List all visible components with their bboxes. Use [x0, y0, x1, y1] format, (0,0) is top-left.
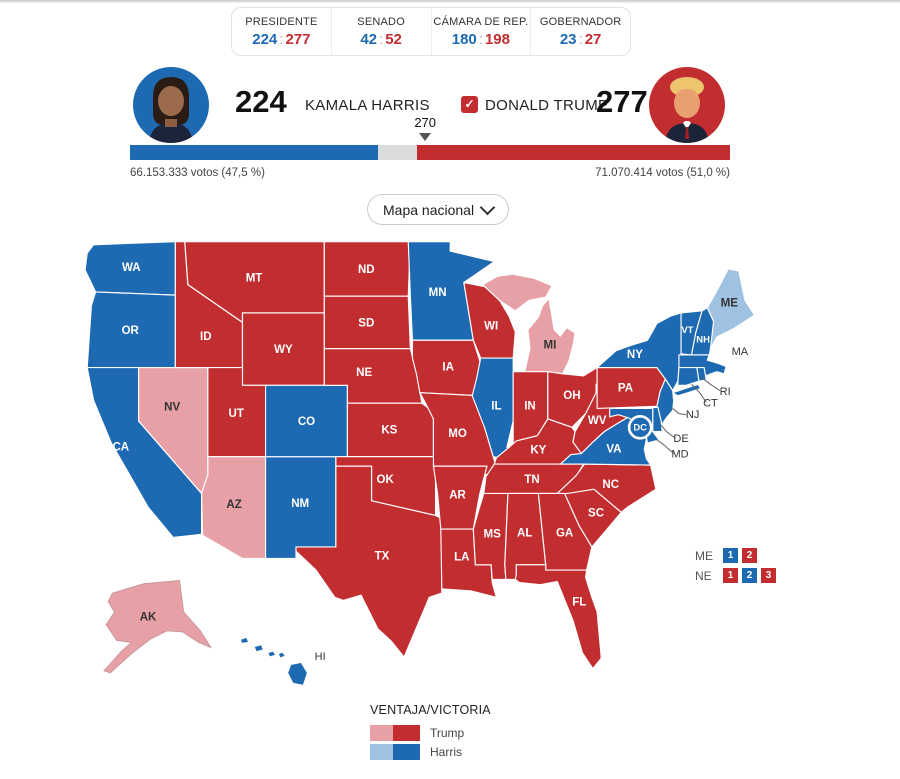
- tab-senado[interactable]: SENADO 42:52: [330, 8, 431, 55]
- harris-name: KAMALA HARRIS: [305, 97, 430, 114]
- state-me[interactable]: [706, 268, 756, 349]
- tab-c-mara-de-rep[interactable]: CÁMARA DE REP. 180:198: [430, 8, 531, 55]
- state-label-de: DE: [673, 433, 688, 445]
- map-selector-label: Mapa nacional: [383, 201, 475, 218]
- tab-score: 23:27: [559, 30, 602, 48]
- votes-harris: 66.153.333 votos (47,5 %): [130, 167, 265, 179]
- state-sd[interactable]: [323, 295, 411, 350]
- top-divider: [0, 0, 900, 3]
- state-ct[interactable]: [677, 366, 700, 386]
- harris-photo: [133, 67, 209, 143]
- legend-label: Harris: [430, 745, 462, 759]
- district-ne-seat-3: 3: [761, 568, 776, 583]
- district-state-label: ME: [695, 548, 713, 563]
- state-tx[interactable]: [295, 465, 443, 659]
- state-nm[interactable]: [264, 456, 337, 560]
- label-leader-line-md: [656, 439, 675, 454]
- state-pa[interactable]: [596, 366, 666, 410]
- district-electors: ME 1 2 NE 1 2 3: [695, 548, 776, 583]
- state-label-nj: NJ: [686, 409, 699, 421]
- bar-segment-trump: [416, 145, 730, 160]
- state-hi[interactable]: [239, 636, 309, 687]
- district-row-me: ME 1 2: [695, 548, 776, 563]
- results-tabs: PRESIDENTE 224:277 SENADO 42:52 CÁMARA DE RE…: [231, 7, 631, 56]
- state-or[interactable]: [86, 291, 176, 369]
- state-label-ri: RI: [720, 386, 731, 398]
- tab-score: 224:277: [252, 30, 311, 48]
- legend-swatch-win: [393, 744, 420, 760]
- legend-swatch-lead: [370, 744, 393, 760]
- district-ne-seat-1: 1: [723, 568, 738, 583]
- state-wy[interactable]: [241, 312, 325, 386]
- state-wa[interactable]: [84, 241, 176, 296]
- map-selector-button[interactable]: Mapa nacional: [367, 194, 510, 225]
- trump-avatar: [649, 67, 725, 143]
- label-leader-line-nj: [672, 408, 687, 416]
- state-label-ct: CT: [703, 397, 718, 409]
- electoral-votes-trump: 277: [596, 84, 648, 119]
- district-state-label: NE: [695, 568, 712, 583]
- state-co[interactable]: [264, 384, 348, 458]
- state-label-ma: MA: [732, 346, 749, 358]
- legend-swatch-lead: [370, 725, 393, 741]
- label-leader-line-ct: [691, 383, 707, 403]
- label-leader-line-ri: [701, 377, 721, 392]
- district-me-seat-1: 1: [723, 548, 738, 563]
- bar-segment-undecided: [377, 145, 417, 160]
- trump-photo: [649, 67, 725, 143]
- tab-gobernador[interactable]: GOBERNADOR 23:27: [530, 8, 630, 55]
- state-nd[interactable]: [323, 241, 411, 297]
- legend-title: VENTAJA/VICTORIA: [370, 703, 491, 717]
- state-label-md: MD: [671, 449, 688, 461]
- national-map: WA OR CA NV ID MT WY UT AZ NM CO ND SD NE KS OK TX MN IA MO…: [83, 232, 776, 694]
- dc-marker[interactable]: [627, 414, 653, 440]
- state-az[interactable]: [200, 456, 267, 560]
- legend-swatch-win: [393, 725, 420, 741]
- tab-score: 42:52: [360, 30, 402, 48]
- tab-score: 180:198: [451, 30, 510, 48]
- state-ak[interactable]: [103, 580, 213, 674]
- threshold-marker-icon: [419, 133, 432, 141]
- label-leader-line-de: [660, 424, 676, 439]
- winner-check-icon: ✓: [461, 96, 478, 113]
- map-legend: VENTAJA/VICTORIA Trump Harris: [370, 703, 491, 760]
- state-dc[interactable]: [627, 414, 653, 440]
- tab-label: CÁMARA DE REP.: [433, 15, 529, 28]
- district-me-seat-2: 2: [742, 548, 757, 563]
- tab-label: GOBERNADOR: [539, 15, 622, 28]
- state-fl[interactable]: [514, 564, 602, 670]
- state-ks[interactable]: [346, 402, 435, 458]
- electoral-bar: [130, 145, 730, 160]
- chevron-down-icon: [479, 199, 496, 216]
- state-label-hi: HI: [315, 651, 326, 663]
- tab-label: SENADO: [357, 15, 405, 28]
- legend-label: Trump: [430, 726, 465, 740]
- district-row-ne: NE 1 2 3: [695, 568, 776, 583]
- state-nj[interactable]: [656, 377, 675, 426]
- electoral-votes-harris: 224: [235, 84, 287, 119]
- legend-row-harris: Harris: [370, 744, 491, 760]
- bar-segment-harris: [130, 145, 378, 160]
- tab-presidente[interactable]: PRESIDENTE 224:277: [232, 8, 331, 55]
- votes-trump: 71.070.414 votos (51,0 %): [595, 167, 730, 179]
- trump-name: DONALD TRUMP: [485, 97, 609, 114]
- harris-avatar: [133, 67, 209, 143]
- threshold-270-label: 270: [414, 115, 437, 130]
- tab-label: PRESIDENTE: [245, 15, 318, 28]
- state-mi[interactable]: [481, 273, 576, 375]
- district-ne-seat-2: 2: [742, 568, 757, 583]
- legend-row-trump: Trump: [370, 725, 491, 741]
